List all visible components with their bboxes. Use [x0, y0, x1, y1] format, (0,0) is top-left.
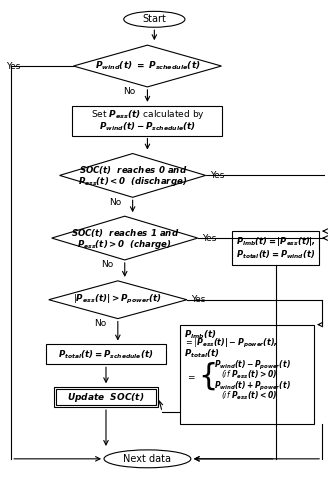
Text: $\bfit{P}_{wind}(t) + \bfit{P}_{power}(t)$: $\bfit{P}_{wind}(t) + \bfit{P}_{power}(t… [214, 380, 290, 393]
Text: $\bfit{P}_{total}(t) = \bfit{P}_{schedule}(t)$: $\bfit{P}_{total}(t) = \bfit{P}_{schedul… [58, 348, 154, 360]
Text: Yes: Yes [6, 62, 20, 70]
Ellipse shape [124, 12, 185, 27]
Text: $\{$: $\{$ [198, 360, 215, 392]
Text: $\bfit{P}_{wind}(t)\ =\ \bfit{P}_{schedule}(t)$: $\bfit{P}_{wind}(t)\ =\ \bfit{P}_{schedu… [94, 60, 200, 72]
Text: Set $\bfit{P}_{ess}(t)$ calculated by: Set $\bfit{P}_{ess}(t)$ calculated by [91, 108, 204, 122]
Text: Next data: Next data [123, 454, 172, 464]
Text: $\bfit{SOC}(t)$  reaches 0 and: $\bfit{SOC}(t)$ reaches 0 and [78, 164, 187, 176]
Text: Yes: Yes [202, 234, 217, 242]
Text: $\bfit{P}_{total}(t)$: $\bfit{P}_{total}(t)$ [184, 347, 220, 360]
Text: $\bfit{P}_{ess}(t) > 0$  (charge): $\bfit{P}_{ess}(t) > 0$ (charge) [77, 238, 172, 250]
Text: No: No [109, 198, 121, 207]
Bar [54, 387, 158, 407]
Ellipse shape [104, 450, 191, 468]
Bar [46, 344, 166, 364]
Text: Yes: Yes [210, 171, 225, 180]
Text: $\bfit{P}_{wind}(t) - \bfit{P}_{power}(t)$: $\bfit{P}_{wind}(t) - \bfit{P}_{power}(t… [214, 359, 290, 372]
Text: No: No [124, 88, 136, 96]
Text: No: No [94, 319, 106, 328]
Bar [72, 106, 222, 136]
Text: (if $\bfit{P}_{ess}(t) < 0)$: (if $\bfit{P}_{ess}(t) < 0)$ [221, 390, 277, 402]
Polygon shape [52, 216, 198, 260]
Polygon shape [60, 154, 206, 198]
Text: $= |\bfit{P}_{ess}(t)| - \bfit{P}_{power}(t),$: $= |\bfit{P}_{ess}(t)| - \bfit{P}_{power… [184, 337, 278, 350]
Text: No: No [101, 260, 113, 270]
Text: $\bfit{P}_{lmb}(t) = |\bfit{P}_{ess}(t)|,$: $\bfit{P}_{lmb}(t) = |\bfit{P}_{ess}(t)|… [236, 234, 316, 248]
Text: $\bfit{P}_{wind}(t) - \bfit{P}_{schedule}(t)$: $\bfit{P}_{wind}(t) - \bfit{P}_{schedule… [99, 120, 196, 133]
Text: $=$: $=$ [186, 372, 196, 381]
Text: $\bfit{P}_{lmb}(t)$: $\bfit{P}_{lmb}(t)$ [184, 328, 216, 341]
Text: Start: Start [142, 14, 166, 24]
Text: $\bfit{SOC}(t)$  reaches 1 and: $\bfit{SOC}(t)$ reaches 1 and [71, 227, 179, 239]
Polygon shape [49, 281, 187, 318]
Text: Yes: Yes [192, 295, 206, 304]
Text: Update  $\bfit{SOC}(t)$: Update $\bfit{SOC}(t)$ [67, 390, 145, 404]
Text: $\bfit{P}_{ess}(t) < 0$  (discharge): $\bfit{P}_{ess}(t) < 0$ (discharge) [78, 175, 187, 188]
Text: $\bfit{P}_{total}(t) = \bfit{P}_{wind}(t)$: $\bfit{P}_{total}(t) = \bfit{P}_{wind}(t… [236, 248, 315, 261]
Bar [232, 231, 319, 265]
Text: (if $\bfit{P}_{ess}(t) > 0)$: (if $\bfit{P}_{ess}(t) > 0)$ [221, 368, 277, 380]
Polygon shape [73, 45, 221, 87]
Text: $|\bfit{P}_{ess}(t)| > \bfit{P}_{power}(t)$: $|\bfit{P}_{ess}(t)| > \bfit{P}_{power}(… [73, 293, 162, 306]
Bar [56, 389, 156, 405]
Bar [180, 324, 314, 424]
